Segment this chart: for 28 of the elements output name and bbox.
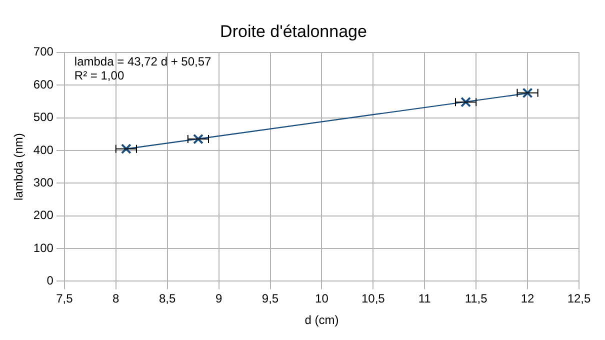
y-tick-label: 100 [33, 240, 54, 255]
y-tick-label: 300 [33, 175, 54, 190]
chart-title: Droite d'étalonnage [220, 22, 367, 41]
y-tick-label: 600 [33, 77, 54, 92]
point [192, 134, 204, 144]
y-tick-label: 0 [46, 274, 54, 288]
x-tick-label: 11,5 [464, 292, 488, 306]
x-tick-label: 12,5 [567, 292, 591, 306]
x-tick-label: 8,5 [158, 292, 176, 306]
y-tick-label: 500 [33, 110, 54, 124]
annotation: lambda = 43,72 d + 50,57 [74, 54, 212, 69]
x-tick-label: 9,5 [262, 292, 279, 306]
y-tick-label: 400 [33, 142, 54, 157]
point [460, 96, 472, 108]
x-tick-label: 9 [215, 292, 222, 306]
x-tick-label: 12 [520, 292, 535, 306]
point [522, 88, 533, 98]
y-tick-label: 200 [33, 208, 54, 222]
x-tick-label: 7,5 [56, 292, 74, 306]
x-axis-title: d (cm) [304, 313, 339, 328]
y-axis-title: lambda (nm) [12, 133, 26, 200]
x-tick-label: 10,5 [361, 292, 386, 306]
point [120, 144, 132, 154]
y-tick-label: 700 [33, 44, 54, 59]
x-tick-label: 11 [418, 292, 432, 306]
x-tick-label: 8 [112, 292, 120, 306]
x-tick-label: 10 [315, 292, 329, 306]
annotation: R² = 1,00 [74, 68, 124, 83]
